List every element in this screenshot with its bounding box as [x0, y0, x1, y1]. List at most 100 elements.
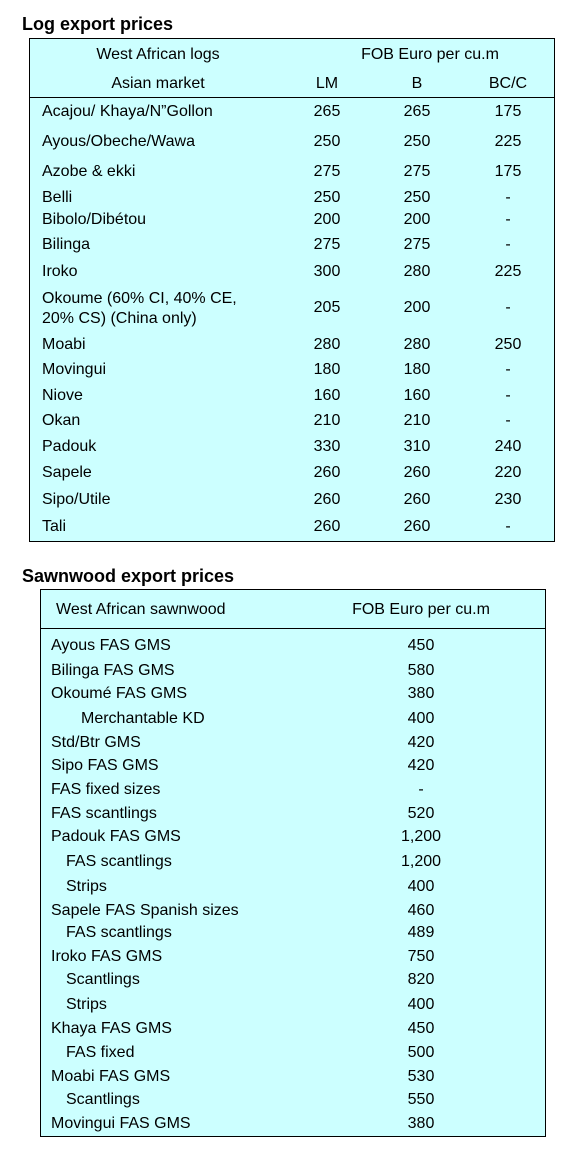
sawn-product-name: Movingui FAS GMS: [51, 1115, 191, 1132]
log-header-grade-b: B: [411, 75, 423, 92]
log-price-b: 180: [403, 361, 431, 378]
log-price-b: 265: [403, 103, 431, 120]
log-species-name: Iroko: [42, 263, 78, 280]
log-price-b: 310: [403, 438, 431, 455]
sawn-price: 750: [407, 948, 435, 965]
log-price-lm: 180: [313, 361, 341, 378]
sawn-product-name: Bilinga FAS GMS: [51, 662, 175, 679]
log-price-lm: 300: [313, 263, 341, 280]
log-price-bcc: -: [505, 236, 511, 253]
log-price-lm: 260: [313, 464, 341, 481]
sawn-price: -: [418, 781, 424, 798]
log-header-grade-bcc: BC/C: [488, 75, 528, 92]
sawn-product-name: Scantlings: [66, 971, 140, 988]
sawn-price: 1,200: [400, 853, 442, 870]
sawn-product-name: Okoumé FAS GMS: [51, 685, 188, 702]
log-species-name: Tali: [42, 518, 67, 535]
log-species-name: Okoume (60% CI, 40% CE,: [42, 290, 237, 307]
log-header-grade-lm: LM: [315, 75, 339, 92]
log-header-price-unit: FOB Euro per cu.m: [361, 46, 499, 63]
log-price-bcc: -: [505, 387, 511, 404]
sawn-price: 380: [407, 685, 435, 702]
log-species-name: Padouk: [42, 438, 97, 455]
sawn-price: 400: [407, 878, 435, 895]
log-species-name: Movingui: [42, 361, 107, 378]
sawn-product-name: Sapele FAS Spanish sizes: [51, 902, 239, 919]
log-species-name: Bilinga: [42, 236, 91, 253]
sawn-price: 550: [407, 1091, 435, 1108]
log-price-bcc: 230: [494, 491, 522, 508]
log-price-table: West African logs Asian market FOB Euro …: [29, 38, 555, 542]
sawn-header-product: West African sawnwood: [56, 601, 226, 618]
log-species-name: Niove: [42, 387, 83, 404]
log-price-lm: 205: [313, 299, 341, 316]
sawn-header-price-unit: FOB Euro per cu.m: [352, 601, 490, 618]
log-price-lm: 250: [313, 133, 341, 150]
sawn-price: 530: [407, 1068, 435, 1085]
log-species-name: Moabi: [42, 336, 86, 353]
sawn-product-name: Moabi FAS GMS: [51, 1068, 171, 1085]
sawn-price: 400: [407, 710, 435, 727]
sawn-product-name: FAS fixed: [66, 1044, 135, 1061]
log-price-lm: 250: [313, 189, 341, 206]
log-price-bcc: -: [505, 412, 511, 429]
log-price-bcc: -: [505, 361, 511, 378]
log-price-lm: 265: [313, 103, 341, 120]
log-price-b: 200: [403, 299, 431, 316]
log-price-b: 275: [403, 236, 431, 253]
log-species-name: Sipo/Utile: [42, 491, 111, 508]
sawn-product-name: Strips: [66, 996, 107, 1013]
sawn-price-table: West African sawnwood FOB Euro per cu.m …: [40, 589, 546, 1137]
log-price-bcc: 225: [494, 263, 522, 280]
sawn-price: 450: [407, 637, 435, 654]
sawn-product-name: Scantlings: [66, 1091, 140, 1108]
log-price-lm: 260: [313, 518, 341, 535]
log-price-b: 260: [403, 491, 431, 508]
log-price-lm: 275: [313, 236, 341, 253]
log-price-bcc: 240: [494, 438, 522, 455]
sawn-table-header: West African sawnwood FOB Euro per cu.m: [41, 590, 545, 629]
log-price-bcc: -: [505, 189, 511, 206]
sawn-section-title: Sawnwood export prices: [22, 566, 235, 586]
sawn-product-name: FAS scantlings: [51, 805, 157, 822]
log-price-bcc: -: [505, 518, 511, 535]
sawn-price: 500: [407, 1044, 435, 1061]
log-table-header: West African logs Asian market FOB Euro …: [30, 39, 554, 98]
sawn-price: 1,200: [400, 828, 442, 845]
sawn-product-name: Strips: [66, 878, 107, 895]
log-price-b: 280: [403, 263, 431, 280]
log-header-product: West African logs: [96, 46, 220, 63]
log-price-bcc: 175: [494, 163, 522, 180]
log-price-b: 200: [403, 211, 431, 228]
sawn-product-name: Iroko FAS GMS: [51, 948, 163, 965]
sawn-price: 489: [407, 924, 435, 941]
log-species-name: Acajou/ Khaya/N”Gollon: [42, 103, 213, 120]
log-price-b: 280: [403, 336, 431, 353]
log-price-bcc: 225: [494, 133, 522, 150]
log-price-b: 250: [403, 133, 431, 150]
sawn-product-name: Sipo FAS GMS: [51, 757, 159, 774]
log-species-name: Azobe & ekki: [42, 163, 136, 180]
log-price-b: 260: [403, 464, 431, 481]
log-price-lm: 275: [313, 163, 341, 180]
log-price-bcc: 220: [494, 464, 522, 481]
log-species-name: Sapele: [42, 464, 92, 481]
sawn-price: 420: [407, 734, 435, 751]
sawn-price: 450: [407, 1020, 435, 1037]
log-price-b: 275: [403, 163, 431, 180]
log-species-name: Ayous/Obeche/Wawa: [42, 133, 195, 150]
sawn-product-name: Khaya FAS GMS: [51, 1020, 172, 1037]
log-price-bcc: -: [505, 299, 511, 316]
sawn-price: 520: [407, 805, 435, 822]
log-price-lm: 210: [313, 412, 341, 429]
sawn-product-name: Std/Btr GMS: [51, 734, 141, 751]
log-price-lm: 160: [313, 387, 341, 404]
sawn-product-name: Padouk FAS GMS: [51, 828, 181, 845]
log-price-bcc: 250: [494, 336, 522, 353]
log-species-name: Belli: [42, 189, 73, 206]
log-price-bcc: -: [505, 211, 511, 228]
sawn-price: 460: [407, 902, 435, 919]
sawn-price: 420: [407, 757, 435, 774]
log-price-lm: 280: [313, 336, 341, 353]
log-species-name: Okan: [42, 412, 81, 429]
